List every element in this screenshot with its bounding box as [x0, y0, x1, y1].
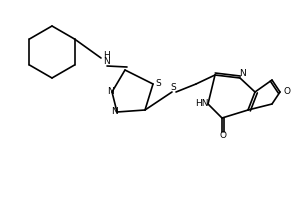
Text: N: N [103, 58, 110, 66]
Text: S: S [155, 79, 161, 88]
Text: N: N [112, 108, 118, 116]
Text: H: H [103, 50, 110, 60]
Text: O: O [220, 132, 226, 140]
Text: N: N [240, 68, 246, 77]
Text: S: S [170, 84, 176, 92]
Text: O: O [284, 88, 290, 97]
Text: N: N [106, 88, 113, 97]
Text: HN: HN [195, 99, 209, 108]
